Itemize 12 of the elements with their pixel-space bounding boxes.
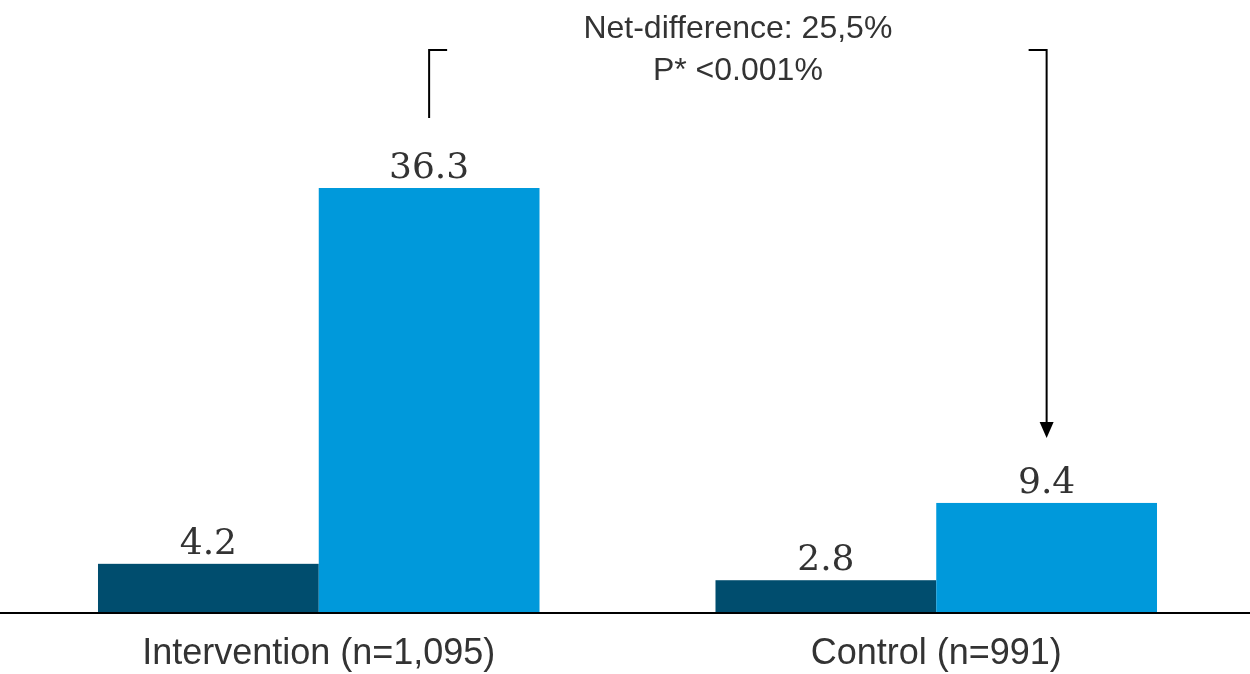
bar — [936, 502, 1158, 613]
data-label: 9.4 — [1018, 459, 1076, 501]
text: Net-difference: 25,5% — [583, 9, 893, 45]
x-tick-label: Intervention (n=1,095) — [142, 631, 496, 672]
x-tick-label: Control (n=991) — [810, 631, 1062, 672]
data-label: 36.3 — [389, 145, 470, 186]
data-label: 4.2 — [179, 520, 237, 562]
text: P* <0.001% — [652, 51, 823, 87]
bar — [318, 188, 540, 613]
data-label: 2.8 — [797, 537, 855, 579]
bar — [97, 563, 319, 613]
bar — [715, 580, 937, 613]
